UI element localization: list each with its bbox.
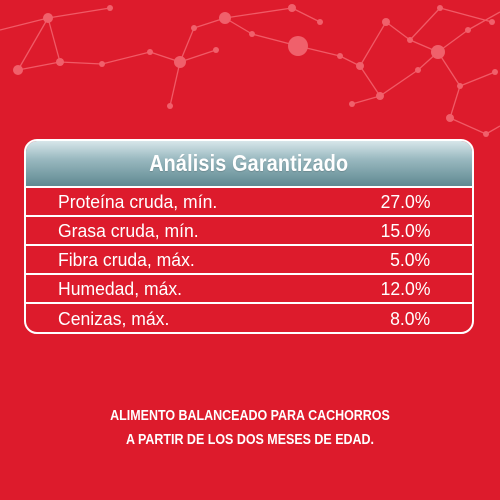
molecular-network-decoration bbox=[0, 4, 500, 137]
table-row-moisture: Humedad, máx. 12.0% bbox=[26, 275, 472, 304]
table-row-protein: Proteína cruda, mín. 27.0% bbox=[26, 188, 472, 217]
row-value: 5.0% bbox=[389, 248, 430, 270]
product-description: ALIMENTO BALANCEADO PARA CACHORROS A PAR… bbox=[0, 404, 500, 452]
description-line-2: A PARTIR DE LOS DOS MESES DE EDAD. bbox=[125, 432, 375, 448]
row-label: Fibra cruda, máx. bbox=[58, 248, 195, 270]
row-value: 15.0% bbox=[380, 219, 430, 241]
table-header: Análisis Garantizado bbox=[26, 141, 472, 188]
row-value: 12.0% bbox=[380, 277, 430, 299]
network-nodes bbox=[13, 4, 498, 137]
row-value: 27.0% bbox=[380, 190, 430, 212]
table-row-ash: Cenizas, máx. 8.0% bbox=[26, 304, 472, 332]
row-value: 8.0% bbox=[389, 307, 430, 329]
guaranteed-analysis-table: Análisis Garantizado Proteína cruda, mín… bbox=[24, 139, 474, 334]
row-label: Cenizas, máx. bbox=[58, 307, 170, 329]
table-row-fiber: Fibra cruda, máx. 5.0% bbox=[26, 246, 472, 275]
network-lines bbox=[0, 7, 500, 135]
row-label: Proteína cruda, mín. bbox=[58, 190, 218, 212]
table-title: Análisis Garantizado bbox=[149, 150, 349, 176]
row-label: Humedad, máx. bbox=[58, 277, 183, 299]
row-label: Grasa cruda, mín. bbox=[58, 219, 199, 241]
table-row-fat: Grasa cruda, mín. 15.0% bbox=[26, 217, 472, 246]
description-line-1: ALIMENTO BALANCEADO PARA CACHORROS bbox=[110, 408, 390, 424]
